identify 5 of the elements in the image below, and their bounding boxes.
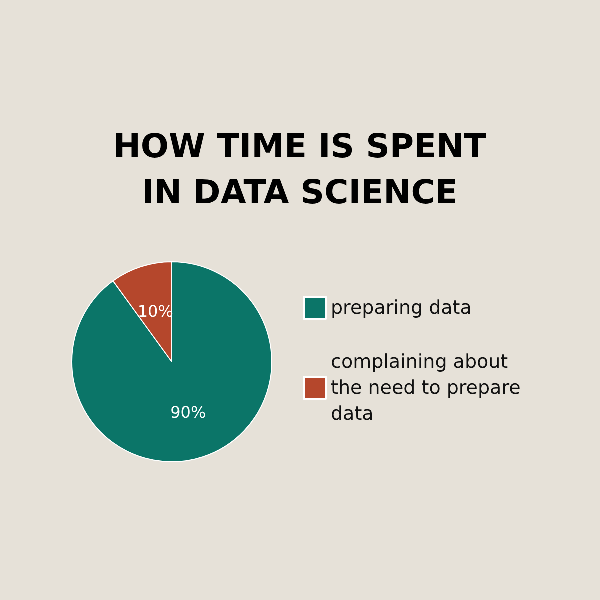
data-label: 90% xyxy=(170,402,206,422)
legend-label: complaining about the need to prepare data xyxy=(331,351,527,425)
legend-label: preparing data xyxy=(331,297,472,319)
data-label: 10% xyxy=(138,302,174,322)
chart-title: HOW TIME IS SPENT IN DATA SCIENCE xyxy=(113,126,488,212)
